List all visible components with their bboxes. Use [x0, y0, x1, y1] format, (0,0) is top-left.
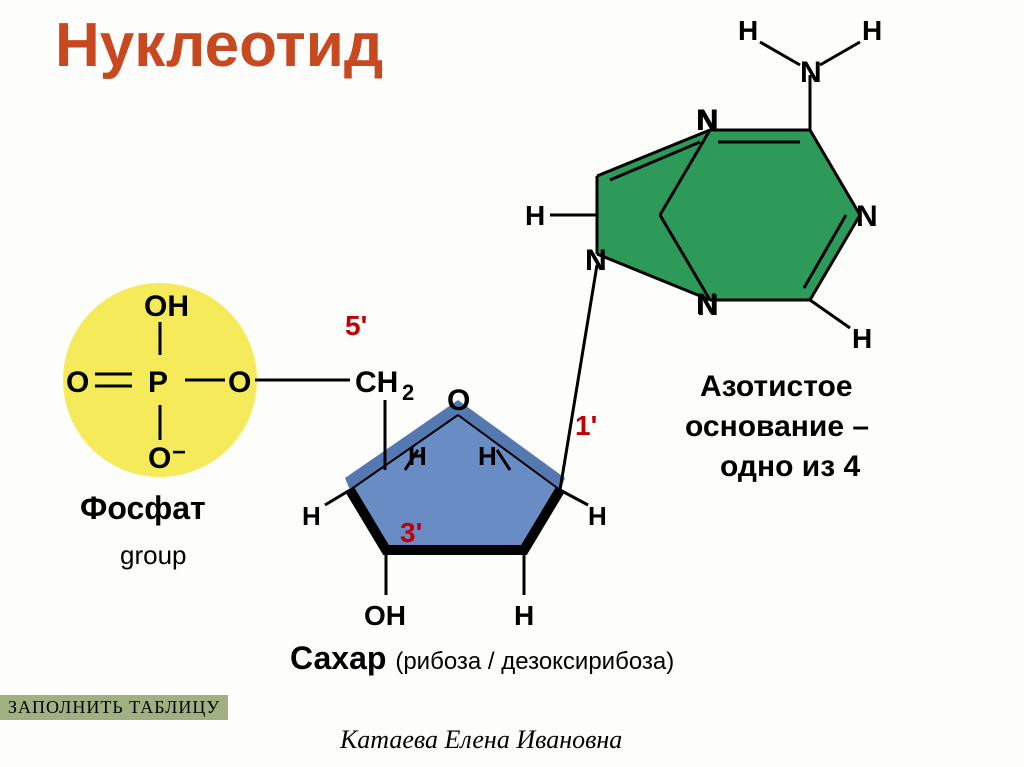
- svg-text:N: N: [697, 289, 719, 322]
- label-base-1: Азотистое: [700, 370, 853, 404]
- base-highlight: [597, 130, 860, 300]
- minus: −: [172, 439, 186, 466]
- svg-text:N: N: [697, 104, 719, 137]
- oh: OH: [364, 600, 406, 631]
- h: H: [302, 501, 321, 531]
- h: H: [588, 501, 607, 531]
- label-base-2: основание –: [685, 410, 869, 444]
- label-1prime: 1': [575, 410, 597, 442]
- ch2: CH: [355, 366, 398, 399]
- svg-text:H: H: [862, 15, 882, 46]
- fill-table-button[interactable]: ЗАПОЛНИТЬ ТАБЛИЦУ: [0, 695, 228, 720]
- h: H: [514, 600, 534, 631]
- atom-o: O: [66, 366, 89, 399]
- atom-o-r: O: [228, 366, 251, 399]
- h: H: [408, 441, 427, 471]
- sugar-o: O: [447, 384, 470, 417]
- ch2-sub: 2: [402, 380, 414, 405]
- atom-p: P: [148, 366, 168, 399]
- svg-text:H: H: [738, 15, 758, 46]
- atom-oh: OH: [144, 290, 189, 323]
- svg-text:N: N: [585, 244, 607, 277]
- label-sugar: Сахар (рибоза / дезоксирибоза): [290, 640, 674, 677]
- h: H: [478, 441, 497, 471]
- svg-text:N: N: [856, 200, 878, 233]
- label-phosphate: Фосфат: [80, 490, 206, 527]
- label-base-3: одно из 4: [720, 450, 860, 484]
- svg-text:H: H: [852, 323, 872, 354]
- svg-text:H: H: [525, 200, 545, 231]
- label-5prime: 5': [345, 310, 367, 342]
- label-group: group: [120, 540, 187, 571]
- author-label: Катаева Елена Ивановна: [340, 725, 622, 755]
- atom-o-b: O: [148, 442, 171, 475]
- svg-text:N: N: [800, 56, 822, 89]
- label-3prime: 3': [400, 517, 422, 549]
